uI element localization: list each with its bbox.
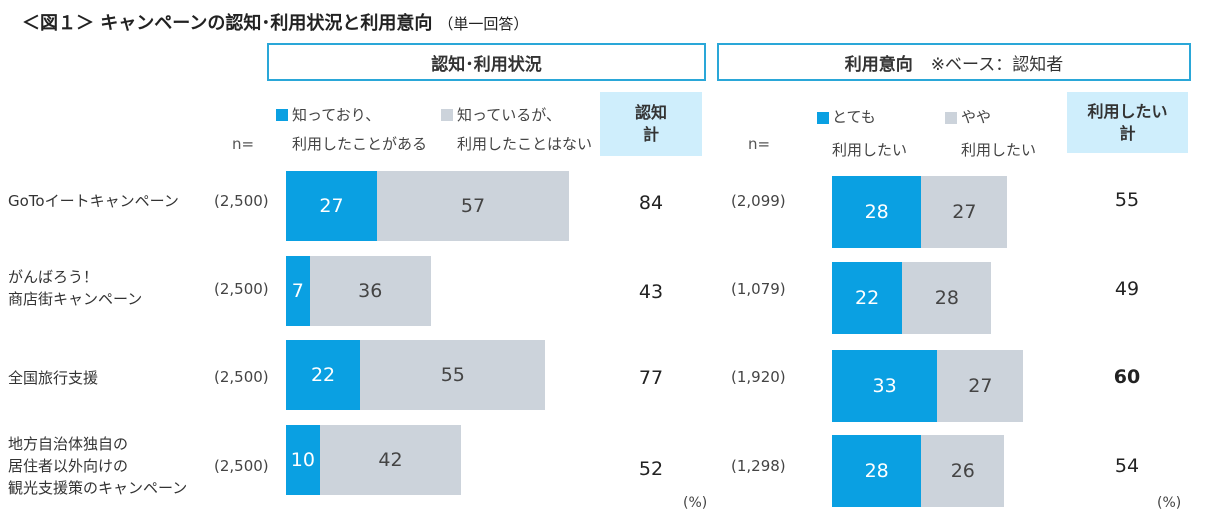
figure-title-note: （単一回答） bbox=[438, 15, 529, 33]
left-count-3: (2,500) bbox=[214, 457, 269, 475]
right-bar-3-b: 26 bbox=[921, 435, 1005, 507]
figure-title-text: ＜図１＞ キャンペーンの認知･利用状況と利用意向 bbox=[22, 13, 433, 34]
right-panel-header-note: ※ベース：認知者 bbox=[930, 54, 1064, 75]
left-total-header: 認知 計 bbox=[600, 92, 702, 156]
right-total-2: 60 bbox=[1113, 366, 1141, 388]
legend-text-right-b-2: 利用したい bbox=[961, 136, 1036, 164]
legend-text-left-a: 知っており、 bbox=[292, 101, 380, 129]
right-count-0: (2,099) bbox=[731, 192, 786, 210]
row-label-3-line1: 地方自治体独自の bbox=[8, 435, 129, 453]
right-count-1: (1,079) bbox=[731, 280, 786, 298]
left-bar-2-b: 55 bbox=[360, 340, 546, 410]
legend-text-left-b-2: 利用したことはない bbox=[457, 130, 592, 158]
left-panel-header-text: 認知･利用状況 bbox=[431, 54, 542, 75]
legend-swatch-right-a bbox=[817, 112, 829, 124]
legend-swatch-left-a bbox=[276, 109, 288, 121]
left-panel-header: 認知･利用状況 bbox=[267, 43, 706, 81]
row-label-3-line3: 観光支援策のキャンペーン bbox=[8, 479, 188, 497]
right-bar-1-b: 28 bbox=[902, 262, 992, 334]
left-n-label: n= bbox=[232, 135, 255, 153]
right-total-header: 利用したい 計 bbox=[1067, 92, 1188, 153]
left-total-2: 77 bbox=[638, 367, 664, 389]
right-total-3: 54 bbox=[1114, 455, 1140, 477]
right-count-2: (1,920) bbox=[731, 368, 786, 386]
right-bar-1-a: 22 bbox=[832, 262, 903, 334]
legend-left-b-line2: 利用したことはない bbox=[457, 135, 593, 153]
left-total-0: 84 bbox=[638, 192, 664, 214]
right-panel-header: 利用意向 ※ベース：認知者 bbox=[717, 43, 1191, 81]
row-label-0-line1: GoToイートキャンペーン bbox=[8, 192, 179, 210]
left-bar-0-b: 57 bbox=[376, 171, 570, 241]
left-bar-2-a: 22 bbox=[286, 340, 361, 410]
right-bar-3-a: 28 bbox=[832, 435, 922, 507]
legend-right-b-line1: やや bbox=[961, 108, 992, 126]
legend-swatch-left-b bbox=[441, 109, 453, 121]
right-bar-0-b: 27 bbox=[921, 176, 1008, 248]
legend-right-b-line2: 利用したい bbox=[961, 141, 1037, 159]
right-bar-2-b: 27 bbox=[937, 350, 1024, 422]
row-label-2: 全国旅行支援 bbox=[8, 367, 98, 389]
right-bar-2-a: 33 bbox=[832, 350, 938, 422]
legend-right-a-line1: とても bbox=[832, 108, 876, 126]
left-total-3: 52 bbox=[638, 458, 664, 480]
legend-text-left-b: 知っているが、 bbox=[457, 101, 561, 129]
row-label-1-line2: 商店街キャンペーン bbox=[8, 290, 143, 308]
row-label-1: がんばろう！ 商店街キャンペーン bbox=[8, 266, 142, 310]
right-total-header-line2: 計 bbox=[1119, 123, 1136, 143]
row-label-2-line1: 全国旅行支援 bbox=[8, 369, 99, 387]
legend-swatch-right-b bbox=[945, 112, 957, 124]
right-total-0: 55 bbox=[1114, 189, 1140, 211]
right-count-3: (1,298) bbox=[731, 457, 786, 475]
legend-text-left-a-2: 利用したことがある bbox=[292, 130, 427, 158]
legend-text-right-b: やや bbox=[961, 103, 991, 131]
left-bar-1-b: 36 bbox=[309, 256, 431, 326]
legend-text-right-a: とても bbox=[832, 103, 876, 131]
left-count-0: (2,500) bbox=[214, 192, 269, 210]
left-count-2: (2,500) bbox=[214, 368, 269, 386]
left-total-header-line2: 計 bbox=[642, 125, 659, 144]
row-label-1-line1: がんばろう！ bbox=[8, 268, 99, 286]
row-label-3: 地方自治体独自の 居住者以外向けの 観光支援策のキャンペーン bbox=[8, 433, 187, 499]
legend-right-a-line2: 利用したい bbox=[832, 141, 908, 159]
left-bar-3-b: 42 bbox=[319, 425, 462, 495]
right-total-1: 49 bbox=[1114, 278, 1140, 300]
legend-left-b-line1: 知っているが、 bbox=[457, 106, 561, 124]
left-total-1: 43 bbox=[638, 281, 664, 303]
left-bar-3-a: 10 bbox=[286, 425, 320, 495]
left-bar-0-a: 27 bbox=[286, 171, 377, 241]
right-bar-0-a: 28 bbox=[832, 176, 922, 248]
left-count-1: (2,500) bbox=[214, 280, 269, 298]
figure-title: ＜図１＞ キャンペーンの認知･利用状況と利用意向 （単一回答） bbox=[22, 9, 528, 35]
row-label-3-line2: 居住者以外向けの bbox=[8, 457, 129, 475]
legend-left-a-line2: 利用したことがある bbox=[292, 135, 428, 153]
row-label-0: GoToイートキャンペーン bbox=[8, 190, 179, 212]
right-unit-label: (%) bbox=[1157, 495, 1182, 511]
right-panel-header-text: 利用意向 bbox=[844, 54, 913, 75]
right-total-header-line1: 利用したい bbox=[1087, 101, 1168, 121]
left-unit-label: (%) bbox=[683, 495, 708, 511]
legend-left-a-line1: 知っており、 bbox=[292, 106, 381, 124]
right-n-label: n= bbox=[748, 135, 771, 153]
left-total-header-line1: 認知 bbox=[634, 103, 667, 122]
left-bar-1-a: 7 bbox=[286, 256, 310, 326]
legend-text-right-a-2: 利用したい bbox=[832, 136, 907, 164]
